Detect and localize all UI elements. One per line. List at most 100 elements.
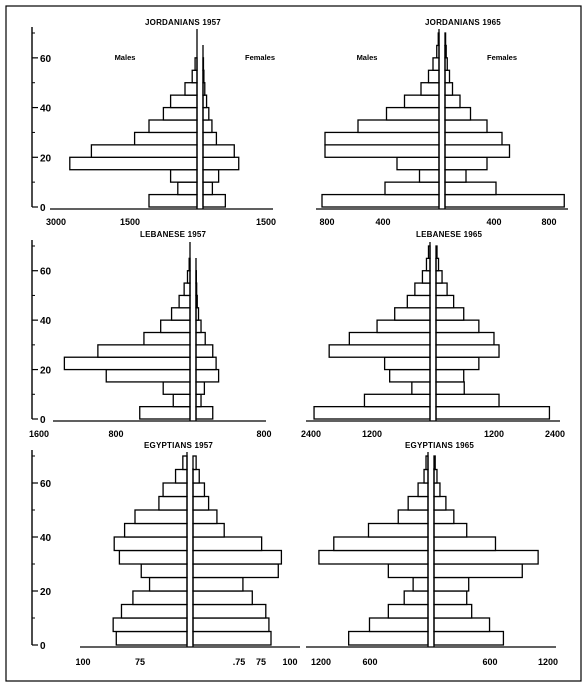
male-bar (133, 131, 198, 146)
males-label: Males (357, 53, 378, 62)
female-bar (444, 169, 467, 183)
x-tick-label: 800 (319, 217, 334, 227)
female-bar (444, 119, 488, 134)
female-bar (195, 381, 206, 395)
panel-title: EGYPTIANS 1965 (405, 441, 474, 450)
male-bar (403, 590, 429, 606)
male-bar (384, 181, 440, 196)
female-bar (444, 193, 565, 208)
male-bar (158, 495, 188, 511)
female-bar (195, 405, 214, 420)
female-bar (195, 319, 202, 334)
female-bar (202, 144, 235, 158)
male-bar (376, 319, 431, 334)
male-bar (348, 331, 431, 346)
male-bar (333, 536, 429, 552)
male-bar (178, 294, 191, 309)
y-tick-label: 20 (40, 366, 52, 377)
male-bar (63, 356, 191, 371)
pyramid-panel: JORDANIANS 1965 Males Females 800 400 400 800 (316, 18, 568, 227)
females-label: Females (487, 53, 517, 62)
female-bar (433, 576, 470, 592)
female-bar (435, 381, 465, 395)
females-label: Females (245, 53, 275, 62)
male-bar (412, 576, 429, 592)
female-bar (192, 603, 267, 619)
male-bar (363, 393, 431, 408)
male-bar (120, 603, 188, 619)
y-tick-label: 60 (40, 54, 52, 65)
pyramid-panel: JORDANIANS 1957 Males Females 3000 1500 1500 0… (31, 18, 276, 227)
female-bar (195, 344, 214, 358)
y-tick-label: 40 (40, 316, 52, 327)
x-tick-label: 600 (362, 657, 377, 667)
female-bar (192, 455, 197, 471)
female-bar (433, 603, 473, 619)
x-tick-label: .75 (233, 657, 246, 667)
female-bar (192, 590, 253, 606)
x-tick-label: 800 (256, 429, 271, 439)
male-bar (368, 617, 429, 633)
male-bar (105, 368, 191, 383)
female-bar (444, 82, 454, 96)
y-tick-label: 20 (40, 153, 52, 164)
x-tick-label: 1200 (538, 657, 558, 667)
panel-title: JORDANIANS 1957 (145, 18, 221, 27)
male-bar (170, 307, 191, 321)
male-bar (143, 331, 191, 346)
male-bar (418, 169, 440, 183)
male-bar (367, 522, 429, 538)
female-bar (195, 368, 220, 383)
panel-title: JORDANIANS 1965 (425, 18, 501, 27)
female-bar (444, 181, 497, 196)
x-tick-label: 2400 (301, 429, 321, 439)
male-bar (162, 381, 191, 395)
x-tick-label: 1600 (29, 429, 49, 439)
female-bar (444, 32, 447, 47)
male-bar (357, 119, 440, 134)
y-tick-label: 0 (40, 203, 46, 214)
female-bar (202, 106, 210, 121)
male-bar (407, 495, 429, 511)
male-bar (432, 57, 440, 71)
female-bar (435, 245, 438, 260)
panel-title: LEBANESE 1957 (140, 230, 207, 239)
male-bar (324, 131, 440, 146)
male-bar (177, 181, 198, 196)
female-bar (202, 193, 226, 208)
male-bar (389, 368, 431, 383)
pyramid-panel: LEBANESE 1957 1600 800 800 0 20 40 60 (29, 230, 272, 439)
male-bar (387, 563, 429, 579)
female-bar (435, 331, 495, 346)
female-bar (202, 169, 220, 183)
female-bar (433, 495, 447, 511)
female-bar (435, 307, 465, 321)
female-bar (202, 119, 213, 134)
female-bar (435, 405, 551, 420)
male-bar (139, 405, 191, 420)
male-bar (406, 294, 431, 309)
male-bar (313, 405, 431, 420)
male-bar (383, 356, 431, 371)
male-bar (396, 156, 440, 171)
female-bar (192, 482, 206, 498)
y-tick-label: 40 (40, 533, 52, 544)
female-bar (202, 131, 218, 146)
pyramid-panel: EGYPTIANS 1965 1200 600 600 1200 (306, 441, 558, 667)
female-bar (435, 356, 480, 371)
x-tick-label: 1500 (256, 217, 276, 227)
male-bar (169, 169, 198, 183)
males-label: Males (115, 53, 136, 62)
female-bar (444, 106, 472, 121)
male-bar (134, 509, 188, 525)
pyramid-panel: EGYPTIANS 1957 100 75 .75 75 100 0 20 40 60 (31, 441, 300, 667)
y-tick-label: 40 (40, 104, 52, 115)
male-bar (414, 282, 431, 297)
male-bar (148, 576, 188, 592)
male-bar (112, 617, 188, 633)
male-bar (191, 69, 198, 84)
male-bar (169, 94, 198, 109)
y-tick-label: 0 (40, 415, 46, 426)
female-bar (435, 368, 465, 383)
